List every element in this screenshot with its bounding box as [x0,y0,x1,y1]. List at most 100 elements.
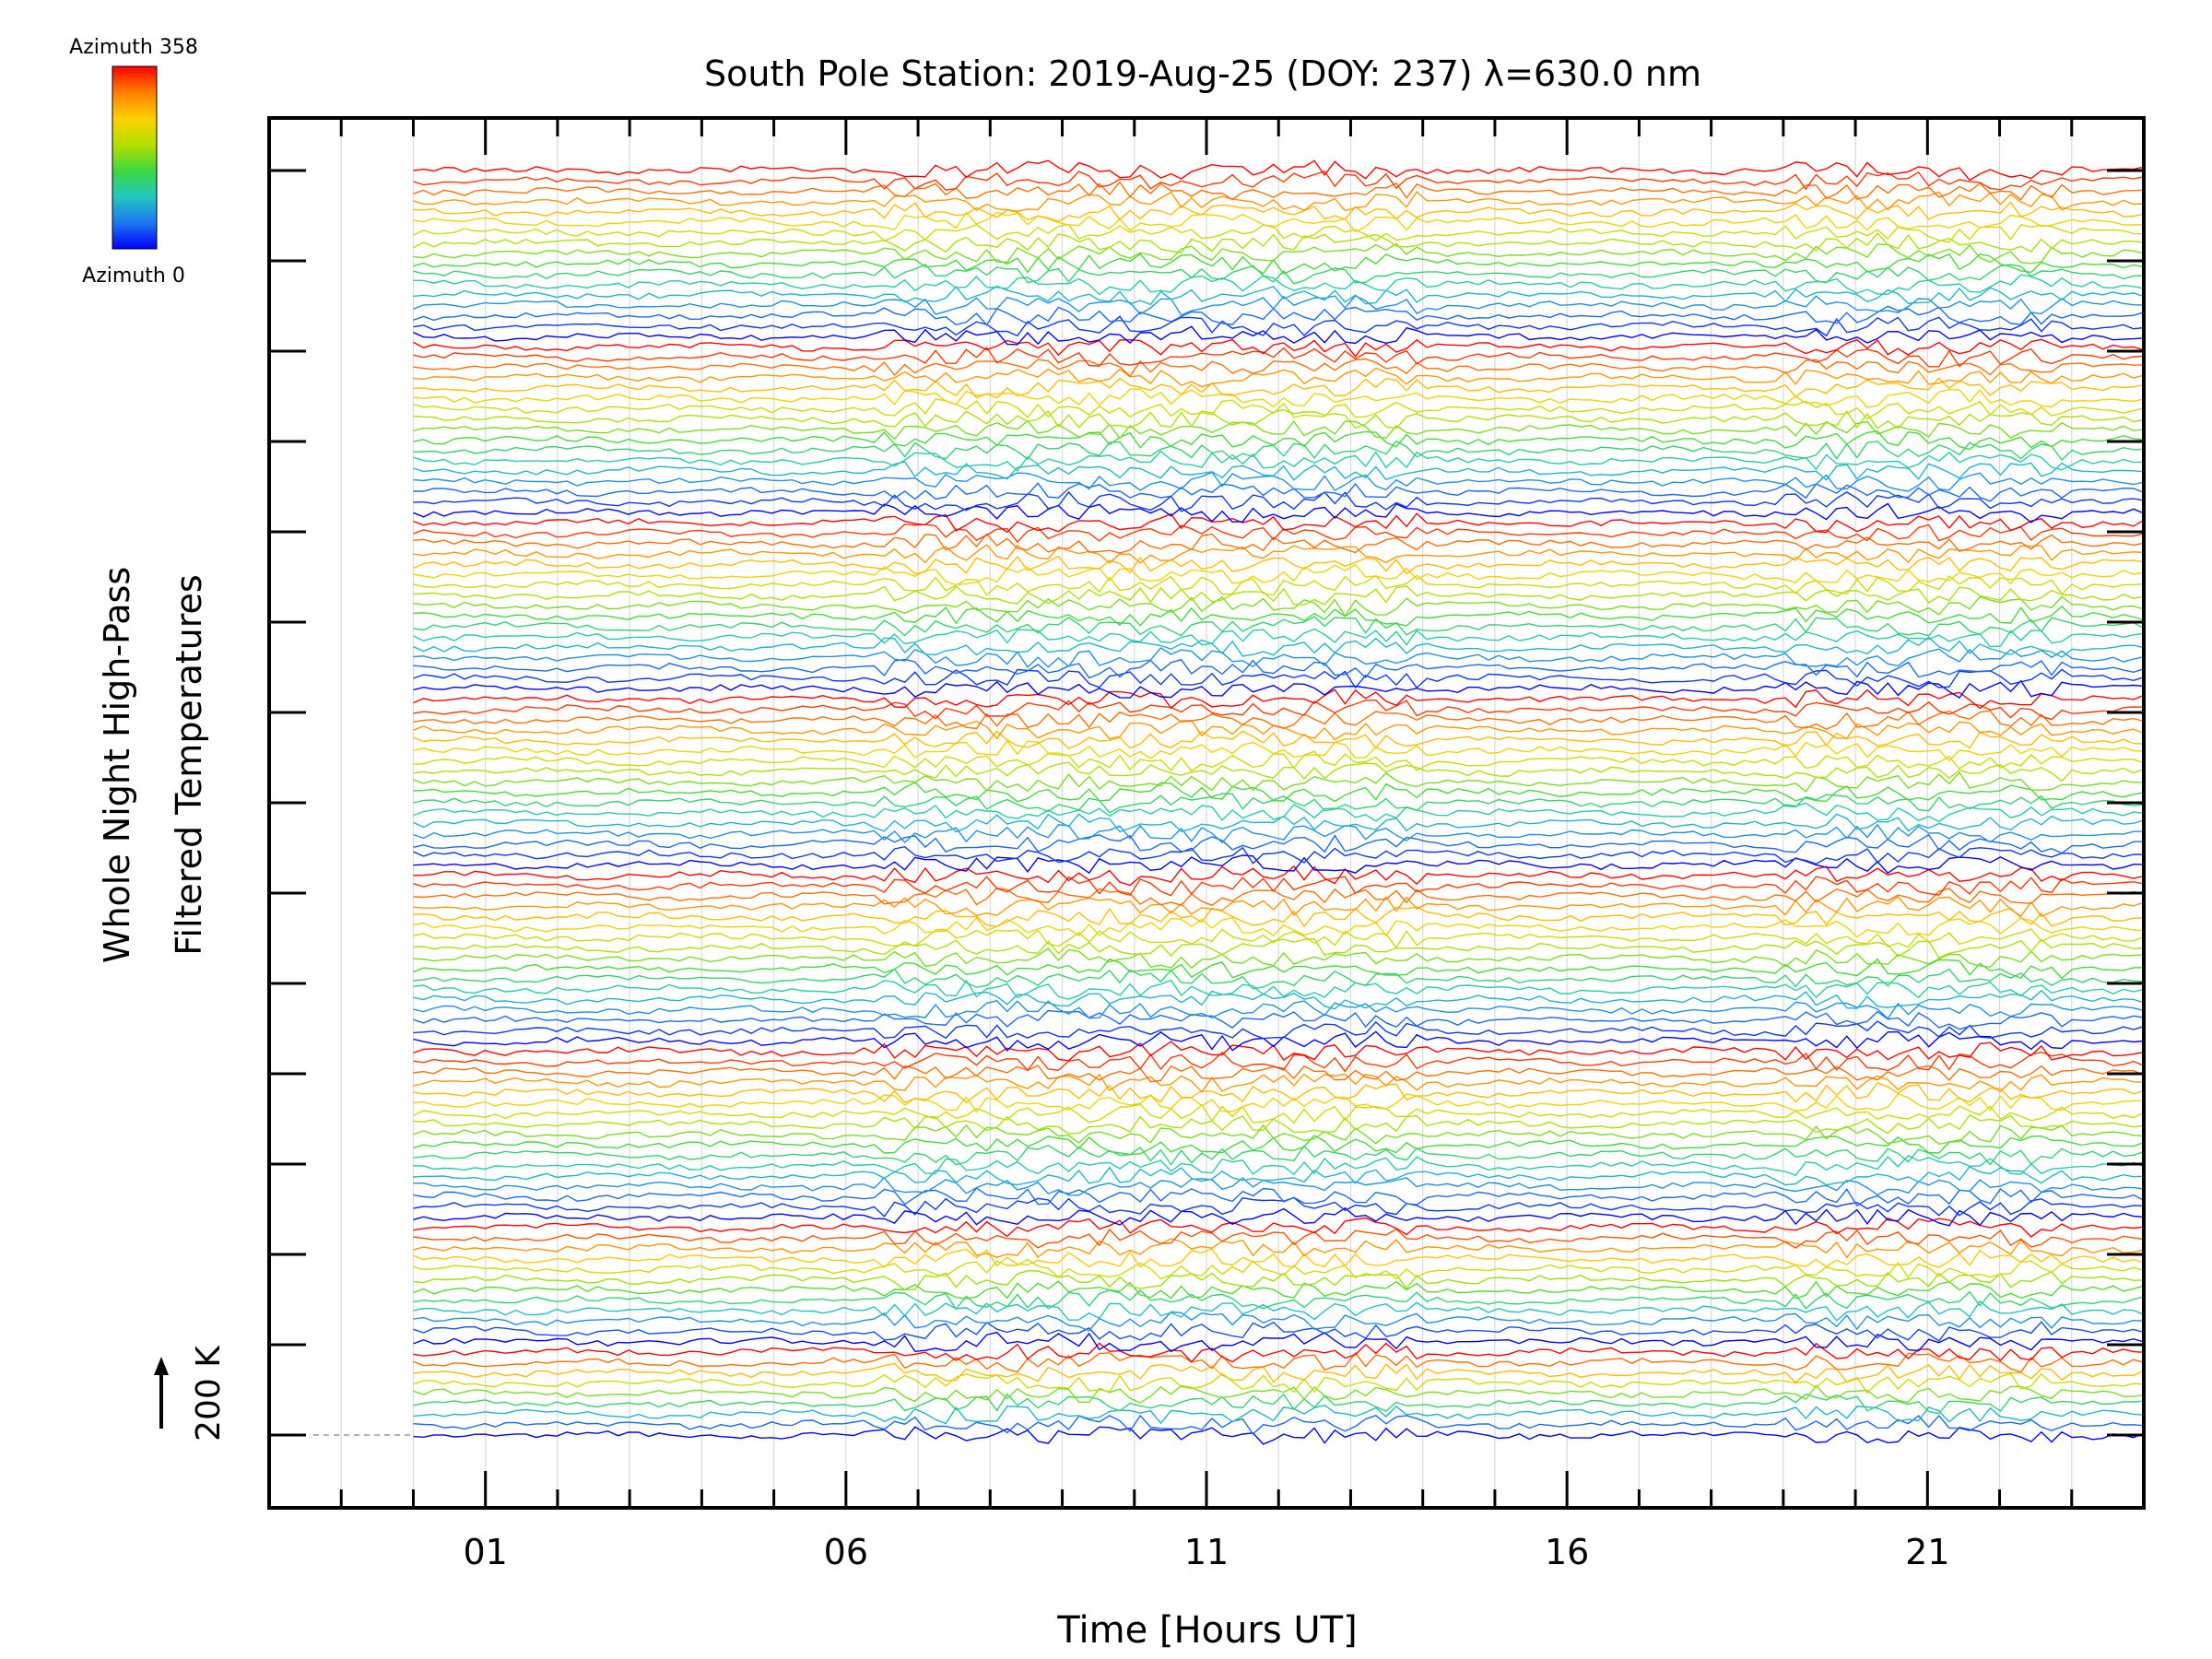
series-line [413,1426,2145,1445]
series-line [413,264,2145,285]
series-line [413,730,2145,749]
series-line [413,833,2145,854]
series-line [413,761,2145,782]
series-line [413,159,2145,182]
series-line [413,1289,2145,1311]
series-line [413,211,2145,233]
y-axis-label-line1: Whole Night High-Pass [97,567,137,963]
series-line [413,482,2145,502]
series-line [413,295,2145,316]
series-line [413,502,2145,524]
series-line [413,440,2145,462]
series-line [413,616,2145,637]
series-line [413,305,2145,326]
series-line [413,563,2145,586]
x-tick-label: 06 [824,1532,868,1572]
scale-indicator: 200 K [154,1345,228,1441]
series-line [413,958,2145,980]
series-line [413,679,2145,700]
series-line [413,1187,2145,1207]
series-line [413,1362,2145,1383]
x-tick-label: 16 [1545,1532,1589,1572]
series-line [413,1073,2145,1093]
series-line [413,1393,2145,1415]
series-line [413,906,2145,928]
series-line [413,377,2145,399]
series-line [413,1165,2145,1186]
series-line [413,1270,2145,1291]
series-line [413,1311,2145,1332]
series-line [413,347,2145,368]
series-line [413,865,2145,887]
series-line [413,242,2145,265]
series-line [413,555,2145,575]
series-line [413,398,2145,420]
scale-arrow-head [154,1357,169,1375]
series-line [413,793,2145,814]
series-line [413,1238,2145,1259]
series-line [413,285,2145,306]
series-line [413,325,2145,346]
series-line [413,1300,2145,1322]
series-line [413,232,2145,253]
series-line [413,1321,2145,1342]
x-tick-labels: 01 06 11 16 21 [464,1532,1950,1572]
series-line [413,274,2145,296]
colorbar-top-label: Azimuth 358 [69,36,198,59]
series-line [413,1135,2145,1156]
series-line [413,1093,2145,1113]
series-line [413,1009,2145,1030]
series-line [413,1103,2145,1124]
series-line [413,739,2145,762]
series-line [413,512,2145,534]
series-line [413,947,2145,970]
series-line [413,1248,2145,1269]
series-line [413,937,2145,959]
series-line [413,1331,2145,1353]
series-line [413,1041,2145,1062]
series-line [413,1154,2145,1177]
series-line [413,1280,2145,1300]
series-line [413,1351,2145,1373]
series-line [413,968,2145,990]
series-line [413,896,2145,918]
series-line [413,544,2145,564]
colorbar-legend: Azimuth 358 Azimuth 0 [69,36,198,288]
series-line [413,854,2144,875]
x-tick-label: 01 [464,1532,508,1572]
series-line [413,471,2145,492]
series-line [413,315,2145,337]
series-line [413,388,2145,408]
series-line [413,1404,2145,1425]
series-line [413,688,2145,710]
axis-ticks [269,118,2144,1508]
series-line [413,1372,2145,1394]
series-lines [413,159,2145,1445]
series-line [413,658,2145,679]
series-line [413,989,2145,1010]
series-line [413,750,2145,772]
series-line [413,1000,2145,1020]
series-line [413,338,2145,358]
series-line [413,461,2145,481]
series-line [413,1384,2145,1404]
series-line [413,928,2145,949]
series-line [413,1030,2145,1052]
series-line [413,887,2145,907]
colorbar-bottom-label: Azimuth 0 [82,265,185,288]
series-line [413,408,2145,429]
series-line [413,1082,2145,1104]
series-line [413,1051,2145,1073]
colorbar [112,65,158,250]
scale-label: 200 K [190,1345,228,1441]
series-line [413,845,2145,865]
series-line [413,646,2145,668]
series-line [413,802,2145,823]
series-line [413,781,2145,803]
series-line [413,636,2145,658]
series-line [413,450,2145,472]
series-line [413,771,2144,793]
series-line [413,916,2145,938]
series-line [413,813,2145,833]
